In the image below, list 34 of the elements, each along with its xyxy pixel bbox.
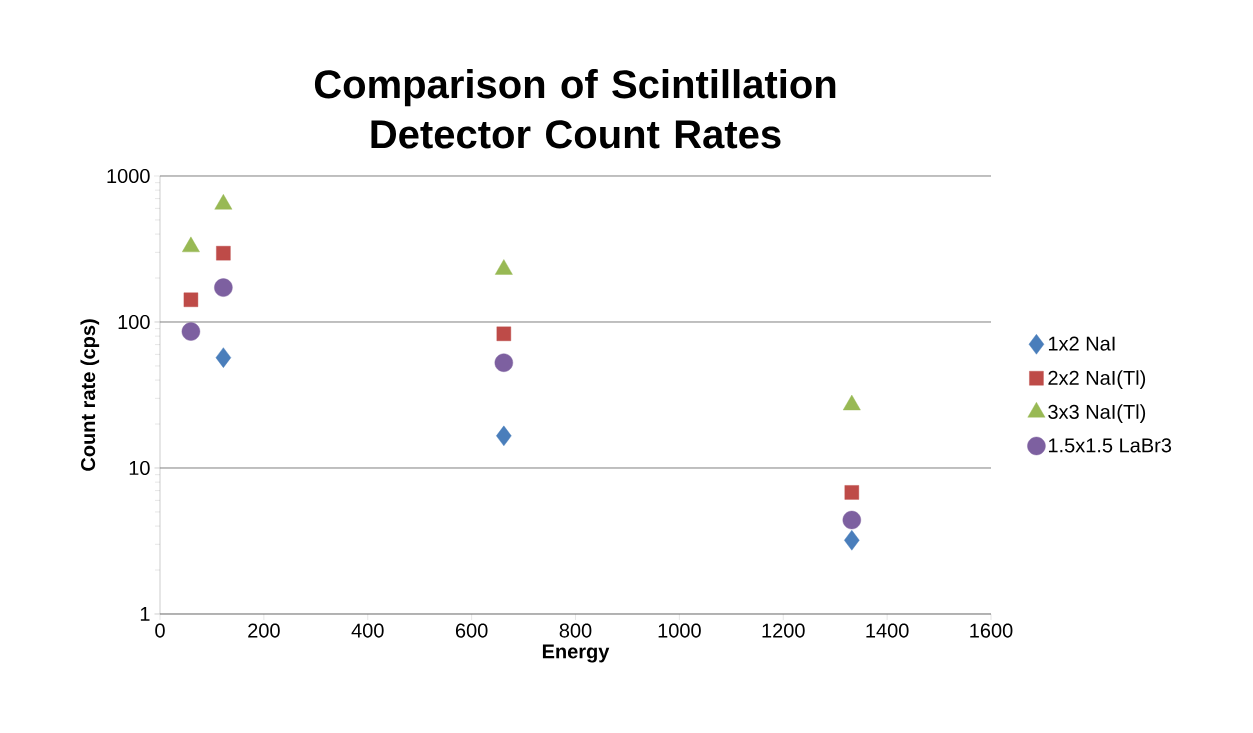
- x-tick-label: 600: [455, 623, 488, 638]
- y-tick-label: 1000: [107, 168, 150, 184]
- x-axis-title: Energy: [542, 644, 610, 663]
- point: [183, 292, 199, 307]
- point: [181, 322, 201, 341]
- legend-label: 3x3 NaI(Tl): [1048, 404, 1146, 423]
- point: [214, 278, 233, 297]
- x-tick-label: 0: [155, 623, 165, 638]
- point: [494, 259, 513, 275]
- x-tick-label: 1600: [970, 623, 1013, 638]
- point: [844, 485, 860, 500]
- point: [496, 326, 512, 342]
- y-axis-title: Count rate (cps): [80, 319, 100, 471]
- x-tick-label: 1000: [658, 623, 701, 638]
- point: [494, 353, 514, 372]
- x-tick-label: 800: [559, 623, 592, 638]
- chart-title: Comparison of Scintillation Detector Count Rates: [314, 69, 836, 149]
- point: [844, 530, 860, 551]
- x-tick-label: 200: [248, 623, 280, 638]
- point: [842, 510, 862, 530]
- x-tick-label: 1200: [762, 623, 805, 638]
- x-tick-label: 1400: [866, 623, 909, 638]
- x-tick-label: 400: [351, 623, 384, 638]
- y-tick-label: 1: [140, 607, 150, 621]
- y-tick-label: 10: [129, 460, 150, 476]
- point: [214, 194, 233, 210]
- y-tick-label: 100: [118, 314, 150, 330]
- legend-label: 2x2 NaI(Tl): [1048, 370, 1146, 389]
- point: [215, 347, 232, 368]
- point: [496, 425, 512, 447]
- legend-label: 1x2 NaI: [1048, 336, 1115, 351]
- point: [182, 236, 200, 253]
- legend-label: 1.5x1.5 LaBr3: [1048, 438, 1172, 453]
- point: [216, 245, 231, 261]
